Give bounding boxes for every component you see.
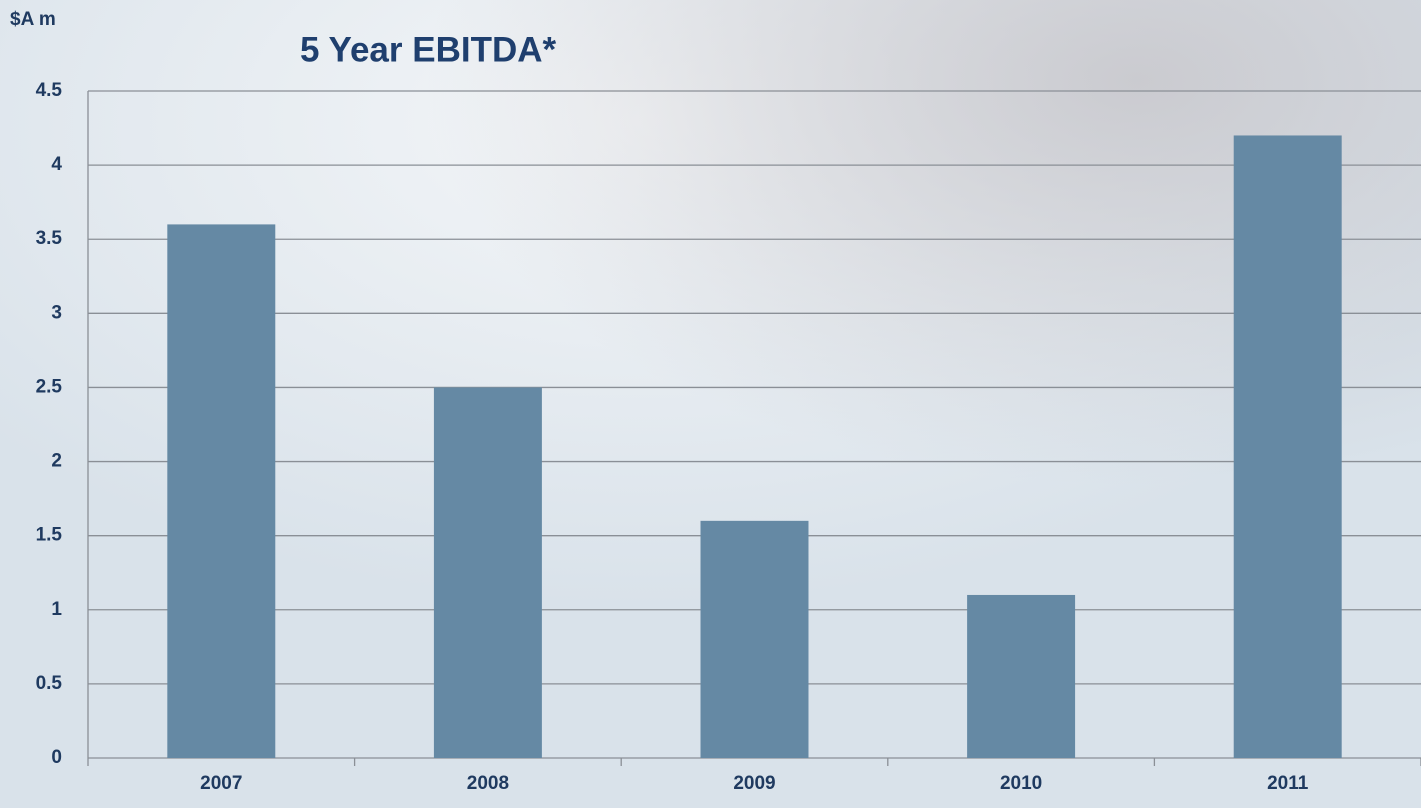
x-tick-label: 2007 bbox=[200, 773, 242, 794]
x-tick-label: 2009 bbox=[733, 773, 775, 794]
chart-title: 5 Year EBITDA* bbox=[300, 30, 557, 69]
bar bbox=[967, 594, 1076, 758]
x-tick-label: 2008 bbox=[467, 773, 509, 794]
bar bbox=[1233, 135, 1342, 758]
y-tick-label: 0 bbox=[51, 747, 62, 768]
y-tick-label: 0.5 bbox=[36, 673, 63, 694]
y-tick-label: 3 bbox=[51, 302, 62, 323]
bar bbox=[433, 387, 542, 758]
y-tick-label: 2 bbox=[51, 451, 62, 472]
y-tick-label: 3.5 bbox=[36, 228, 63, 249]
y-tick-label: 4 bbox=[51, 154, 62, 175]
y-tick-label: 4.5 bbox=[36, 80, 63, 101]
y-axis-label: $A m bbox=[10, 9, 56, 30]
y-tick-label: 1.5 bbox=[36, 525, 63, 546]
y-tick-label: 2.5 bbox=[36, 376, 63, 397]
x-tick-label: 2011 bbox=[1267, 773, 1309, 794]
y-tick-label: 1 bbox=[51, 599, 62, 620]
bar bbox=[700, 520, 809, 758]
bar bbox=[167, 224, 276, 758]
x-tick-label: 2010 bbox=[1000, 773, 1042, 794]
